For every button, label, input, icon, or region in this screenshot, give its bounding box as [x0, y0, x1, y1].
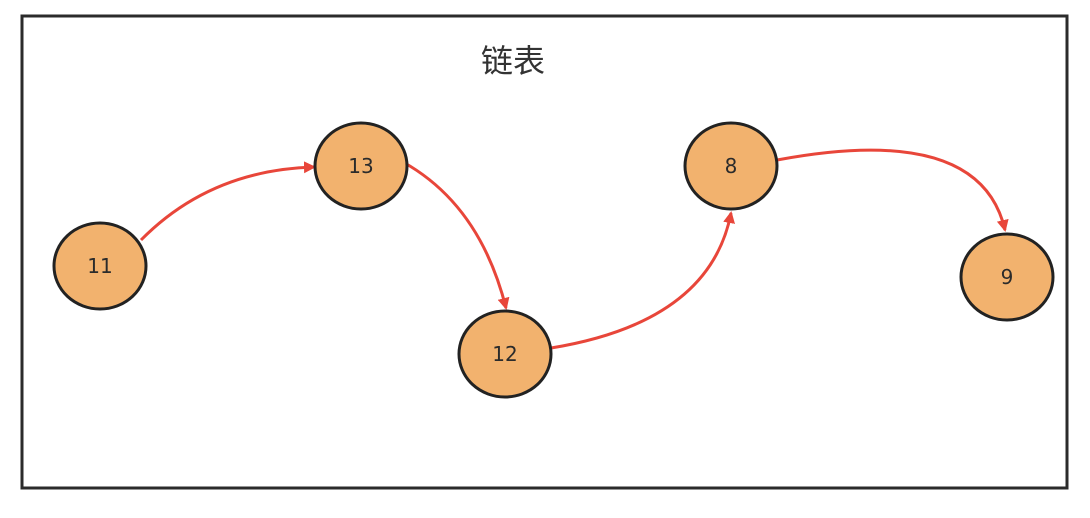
- list-node-12: 12: [457, 309, 553, 399]
- node-label: 8: [725, 154, 738, 178]
- node-label: 12: [492, 342, 517, 366]
- diagram-frame: [20, 14, 1069, 490]
- list-node-9: 9: [959, 232, 1055, 322]
- nodes-layer: 11 13 12 8 9: [52, 121, 1055, 399]
- list-node-13: 13: [313, 121, 409, 211]
- link-arrow-n12-to-n8: [550, 211, 735, 350]
- list-node-8: 8: [683, 121, 779, 211]
- diagram-title: 链表: [481, 42, 545, 80]
- links-layer: [139, 148, 1009, 350]
- node-label: 13: [348, 154, 373, 178]
- node-circle: [959, 232, 1055, 322]
- node-circle: [457, 309, 553, 399]
- node-circle: [313, 121, 409, 211]
- list-node-11: 11: [52, 221, 148, 311]
- link-arrow-n8-to-n9: [776, 148, 1009, 232]
- node-circle: [52, 221, 148, 311]
- link-arrow-n11-to-n13: [139, 161, 316, 242]
- node-label: 11: [87, 254, 112, 278]
- link-arrow-n13-to-n12: [402, 160, 510, 310]
- node-circle: [683, 121, 779, 211]
- node-label: 9: [1001, 265, 1014, 289]
